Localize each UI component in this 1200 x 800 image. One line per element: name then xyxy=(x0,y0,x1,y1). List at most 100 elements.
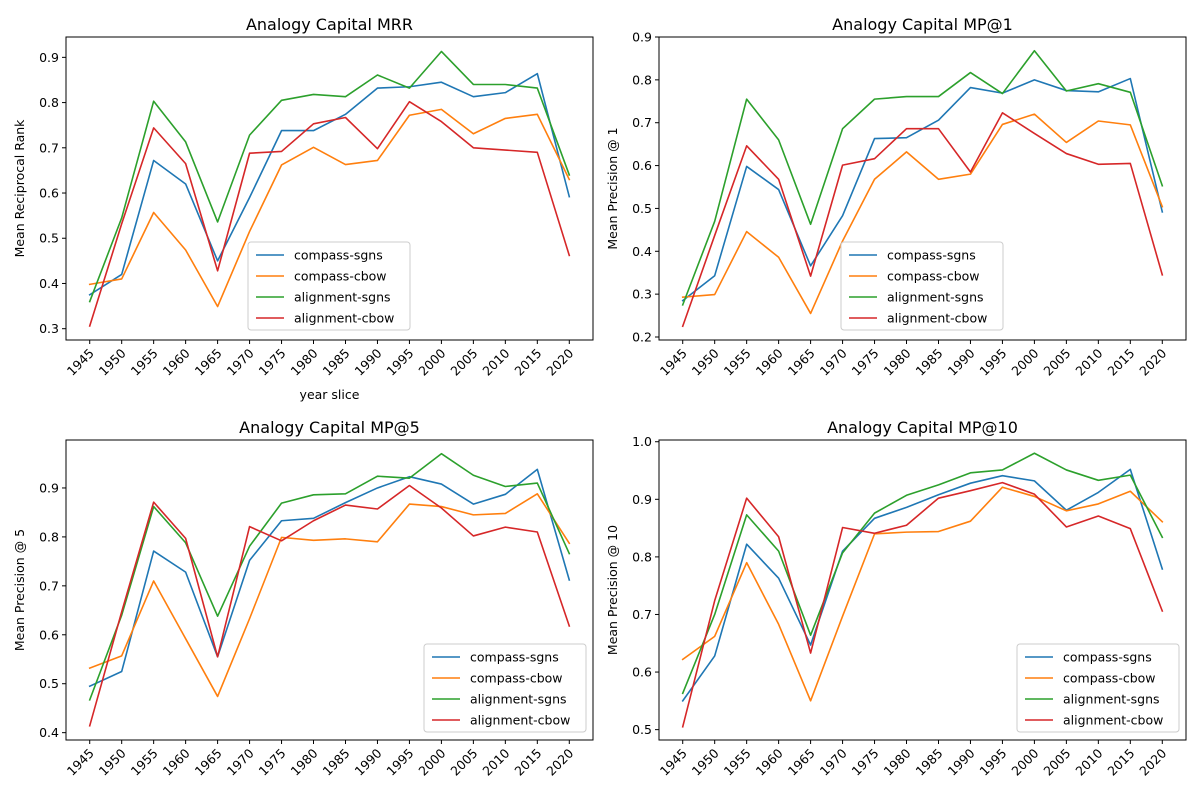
chart-title: Analogy Capital MP@5 xyxy=(239,418,420,437)
x-tick-label: 1980 xyxy=(288,345,321,378)
y-tick-label: 0.4 xyxy=(39,725,59,740)
series-line-alignment-sgns xyxy=(681,452,1164,695)
plot-frame xyxy=(65,36,594,341)
x-tick-label: 1975 xyxy=(256,746,289,779)
y-tick-label: 0.8 xyxy=(632,549,652,564)
x-tick-label: 2015 xyxy=(511,346,544,379)
x-tick-label: 2015 xyxy=(1104,746,1137,779)
y-tick-label: 0.8 xyxy=(39,95,59,110)
x-tick-label: 2020 xyxy=(543,745,576,778)
series-line-alignment-cbow xyxy=(681,481,1164,728)
x-tick-label: 2000 xyxy=(415,745,448,778)
legend-label: alignment-sgns xyxy=(470,692,567,707)
x-tick-label: 2000 xyxy=(415,345,448,378)
y-tick-label: 0.9 xyxy=(39,50,59,65)
legend: compass-sgns compass-cbow alignment-sgns al… xyxy=(840,241,1004,331)
x-tick-label: 2005 xyxy=(1040,346,1073,379)
y-tick-label: 0.5 xyxy=(39,231,59,246)
chart-title: Analogy Capital MP@10 xyxy=(827,418,1018,437)
x-tick-label: 2005 xyxy=(447,746,480,779)
x-tick-label: 1980 xyxy=(288,745,321,778)
y-tick-label: 0.8 xyxy=(39,529,59,544)
legend-box xyxy=(423,643,587,733)
x-tick-label: 1995 xyxy=(383,746,416,779)
plot-frame xyxy=(658,36,1187,341)
y-tick-label: 0.6 xyxy=(632,665,652,680)
x-tick-label: 1995 xyxy=(976,746,1009,779)
x-tick-label: 2005 xyxy=(447,346,480,379)
x-tick-label: 1960 xyxy=(160,745,193,778)
x-tick-label: 1980 xyxy=(881,345,914,378)
x-tick-label: 1950 xyxy=(689,745,722,778)
x-tick-label: 2010 xyxy=(479,345,512,378)
x-tick-label: 1980 xyxy=(881,745,914,778)
x-tick-label: 1970 xyxy=(224,745,257,778)
legend-label: alignment-cbow xyxy=(1063,713,1163,728)
series-line-compass-cbow xyxy=(681,486,1164,702)
y-axis-label: Mean Reciprocal Rank xyxy=(12,119,27,258)
legend-label: compass-sgns xyxy=(1063,650,1152,665)
legend-label: alignment-cbow xyxy=(887,311,987,326)
x-tick-label: 1970 xyxy=(817,745,850,778)
x-tick-label: 1955 xyxy=(128,346,161,379)
y-tick-label: 0.3 xyxy=(632,287,652,302)
y-tick-label: 0.7 xyxy=(39,578,59,593)
legend-box xyxy=(840,241,1004,331)
series-line-alignment-cbow xyxy=(88,484,571,727)
x-tick-label: 1985 xyxy=(913,346,946,379)
x-tick-label: 2000 xyxy=(1008,745,1041,778)
series-line-compass-sgns xyxy=(88,468,571,688)
x-tick-label: 2015 xyxy=(511,746,544,779)
chart-panel-4: Analogy Capital MP@10 1945195019551960196… xyxy=(605,418,1187,779)
y-tick-label: 0.8 xyxy=(632,72,652,87)
x-tick-label: 1950 xyxy=(96,345,129,378)
legend-label: alignment-sgns xyxy=(1063,692,1160,707)
chart-title: Analogy Capital MRR xyxy=(246,15,413,34)
legend-box xyxy=(1016,643,1180,733)
x-tick-label: 2010 xyxy=(1072,345,1105,378)
x-tick-label: 1960 xyxy=(753,345,786,378)
series-line-alignment-sgns xyxy=(88,452,571,701)
x-tick-label: 1965 xyxy=(785,746,818,779)
x-tick-label: 1975 xyxy=(256,346,289,379)
x-tick-label: 1985 xyxy=(320,346,353,379)
series-line-compass-sgns xyxy=(88,72,571,296)
legend-label: alignment-cbow xyxy=(294,311,394,326)
y-tick-label: 0.9 xyxy=(632,492,652,507)
x-tick-label: 1965 xyxy=(192,746,225,779)
legend: compass-sgns compass-cbow alignment-sgns al… xyxy=(1016,643,1180,733)
legend-label: compass-cbow xyxy=(470,671,563,686)
x-tick-label: 1960 xyxy=(160,345,193,378)
y-tick-label: 0.5 xyxy=(39,676,59,691)
series-line-compass-cbow xyxy=(88,108,571,308)
series-line-alignment-cbow xyxy=(88,100,571,327)
x-tick-label: 1995 xyxy=(976,346,1009,379)
x-tick-label: 1990 xyxy=(944,345,977,378)
x-tick-label: 1955 xyxy=(721,346,754,379)
legend: compass-sgns compass-cbow alignment-sgns al… xyxy=(247,241,411,331)
x-axis-label: year slice xyxy=(300,387,360,402)
legend: compass-sgns compass-cbow alignment-sgns al… xyxy=(423,643,587,733)
legend-label: alignment-cbow xyxy=(470,713,570,728)
x-tick-label: 1975 xyxy=(849,346,882,379)
legend-label: compass-sgns xyxy=(470,650,559,665)
y-tick-label: 0.5 xyxy=(632,201,652,216)
x-tick-label: 1990 xyxy=(944,745,977,778)
y-tick-label: 0.7 xyxy=(632,115,652,130)
y-tick-label: 0.7 xyxy=(39,140,59,155)
y-axis-label: Mean Precision @ 1 xyxy=(605,127,620,249)
x-tick-label: 2020 xyxy=(1136,745,1169,778)
y-tick-label: 0.3 xyxy=(39,321,59,336)
x-tick-label: 2010 xyxy=(479,745,512,778)
x-tick-label: 1985 xyxy=(320,746,353,779)
x-tick-label: 1970 xyxy=(817,345,850,378)
legend-label: compass-cbow xyxy=(1063,671,1156,686)
chart-panel-2: Analogy Capital MP@1 19451950195519601965… xyxy=(605,15,1187,379)
y-axis-label: Mean Precision @ 5 xyxy=(12,529,27,651)
plot-frame xyxy=(65,439,594,741)
y-tick-label: 0.9 xyxy=(632,30,652,45)
x-tick-label: 1945 xyxy=(64,746,97,779)
x-tick-label: 2010 xyxy=(1072,745,1105,778)
y-tick-label: 1.0 xyxy=(632,434,652,449)
